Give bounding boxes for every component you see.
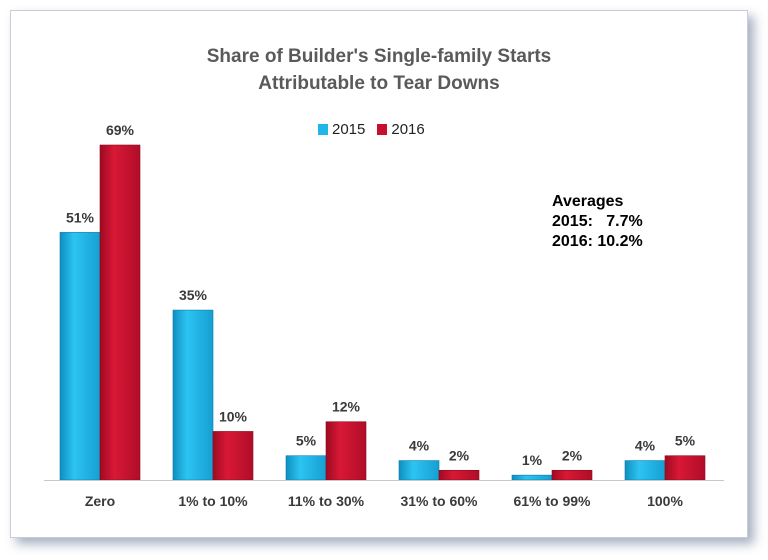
chart-legend: 2015 2016	[318, 121, 431, 138]
averages-annotation: Averages 2015: 7.7% 2016: 10.2%	[552, 192, 643, 252]
chart-title-line-2: Attributable to Tear Downs	[258, 73, 500, 94]
legend-label-2015: 2015	[332, 121, 366, 138]
bar-2015-0	[59, 232, 101, 481]
x-tick-label-2: 11% to 30%	[288, 493, 365, 509]
bar-2016-2	[325, 421, 367, 481]
data-label-2016-4: 2%	[562, 447, 583, 463]
bar-2016-3	[438, 469, 480, 481]
legend-swatch-2015	[318, 124, 328, 135]
data-label-2016-0: 69%	[106, 122, 135, 138]
data-label-2016-5: 5%	[675, 433, 696, 449]
data-label-2015-4: 1%	[522, 452, 543, 468]
x-tick-label-5: 100%	[647, 493, 683, 509]
chart-title-line-1: Share of Builder's Single-family Starts	[206, 46, 552, 67]
data-label-2016-3: 2%	[449, 447, 470, 463]
bar-2016-5	[664, 455, 706, 481]
bar-2015-1	[172, 309, 214, 481]
x-tick-label-3: 31% to 60%	[400, 493, 478, 509]
data-label-2015-3: 4%	[409, 438, 430, 454]
averages-line-2016: 2016: 10.2%	[552, 233, 643, 250]
bar-2015-4	[511, 474, 553, 481]
legend-item-2016: 2016	[377, 121, 425, 138]
legend-label-2016: 2016	[391, 121, 425, 138]
averages-line-2015: 2015: 7.7%	[552, 213, 643, 230]
data-label-2016-1: 10%	[219, 408, 248, 424]
data-label-2016-2: 12%	[332, 399, 361, 415]
bar-2015-2	[285, 455, 327, 481]
x-tick-label-4: 61% to 99%	[513, 493, 591, 509]
bar-2015-5	[624, 460, 666, 481]
x-tick-label-0: Zero	[85, 493, 115, 509]
legend-swatch-2016	[377, 124, 388, 135]
bar-2016-1	[212, 431, 254, 481]
data-label-2015-1: 35%	[179, 287, 208, 303]
data-label-2015-2: 5%	[296, 433, 317, 449]
x-tick-label-1: 1% to 10%	[178, 493, 248, 509]
bar-2015-3	[398, 460, 440, 481]
bar-2016-4	[551, 469, 593, 481]
bar-2016-0	[99, 144, 141, 481]
chart-title: Share of Builder's Single-family Starts …	[11, 43, 747, 97]
averages-heading: Averages	[552, 193, 624, 210]
legend-item-2015: 2015	[318, 121, 365, 138]
data-label-2015-0: 51%	[66, 209, 95, 225]
data-label-2015-5: 4%	[635, 438, 656, 454]
